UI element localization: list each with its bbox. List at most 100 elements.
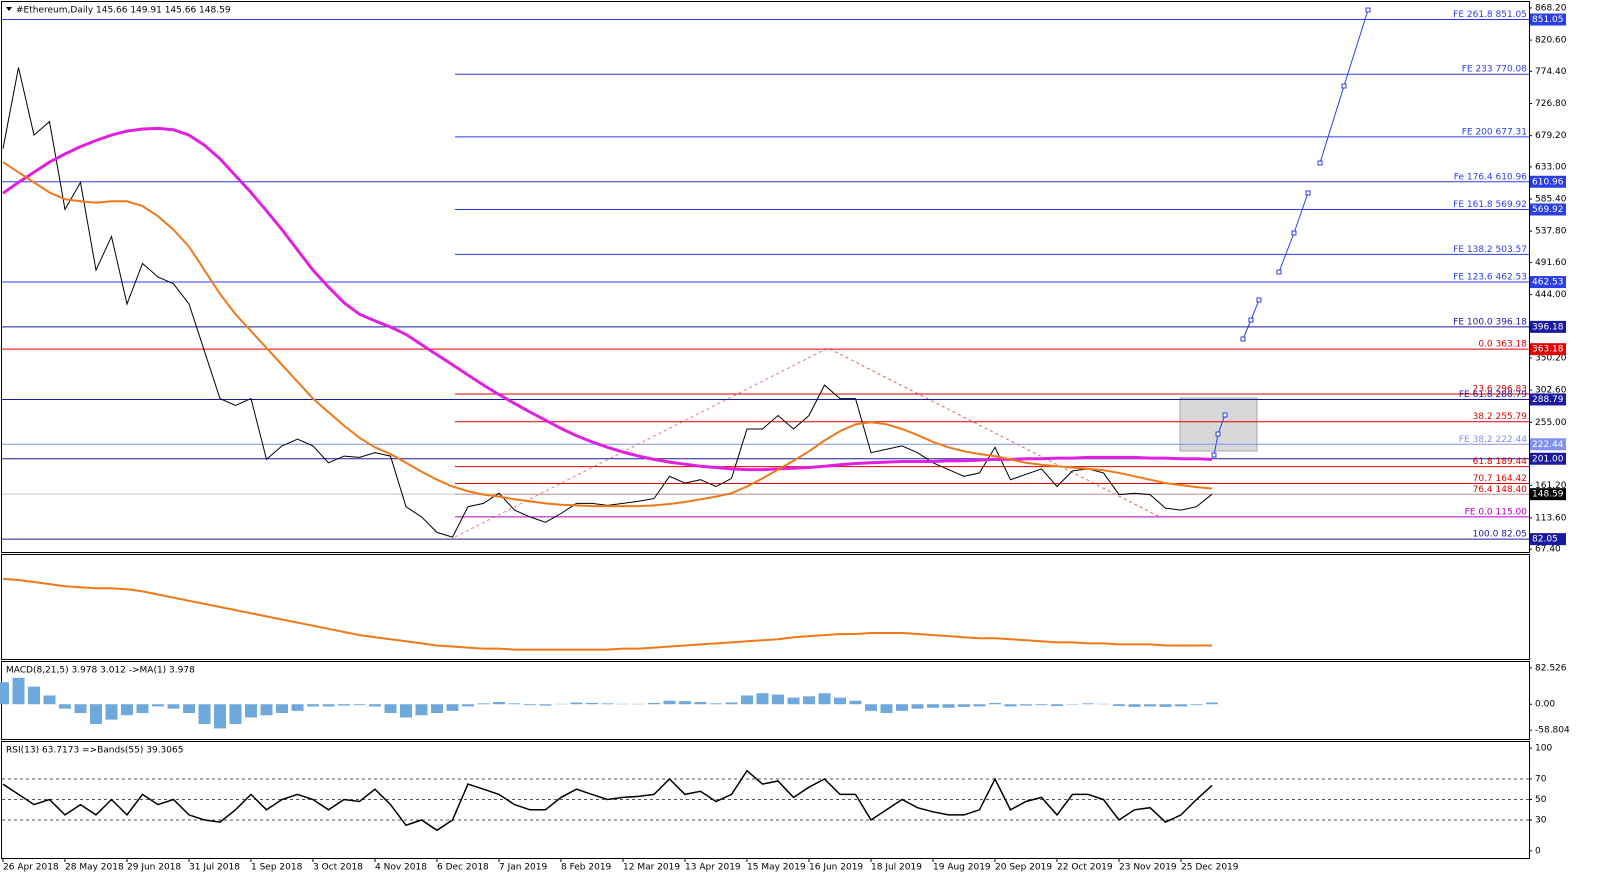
- macd-bar: [353, 704, 366, 706]
- price-tag-label: 363.18: [1532, 345, 1564, 355]
- y-tick-label: 67.40: [1535, 545, 1561, 555]
- x-tick-label: 8 Feb 2019: [561, 863, 612, 873]
- macd-bar: [338, 704, 350, 706]
- price-tag: [1530, 533, 1566, 546]
- macd-bar: [834, 697, 846, 705]
- level-label: 23.6 296.83: [1473, 385, 1527, 395]
- macd-bar: [524, 704, 536, 706]
- macd-bar: [152, 704, 164, 707]
- macd-bar: [927, 704, 939, 708]
- macd-bar: [601, 703, 614, 705]
- y-tick-label: 444.00: [1535, 290, 1567, 300]
- macd-bar: [12, 677, 25, 705]
- macd-bar: [694, 702, 707, 705]
- macd-bar: [198, 704, 211, 725]
- y-tick-label: 100: [1535, 744, 1552, 754]
- macd-bar: [446, 704, 459, 711]
- level-label: FE 200 677.31: [1462, 127, 1527, 137]
- y-tick-label: 70: [1535, 774, 1547, 784]
- level-label: 100.0 82.05: [1473, 530, 1527, 540]
- macd-bar: [1206, 702, 1218, 705]
- price-tag-label: 201.00: [1532, 454, 1564, 464]
- price-tag: [1530, 438, 1566, 451]
- x-tick-label: 20 Sep 2019: [995, 863, 1052, 873]
- macd-bar: [648, 702, 660, 705]
- macd-bar: [1035, 704, 1048, 706]
- chart-title: #Ethereum,Daily 145.66 149.91 145.66 148…: [16, 6, 231, 16]
- macd-bar: [493, 702, 505, 705]
- menu-triangle: [6, 7, 12, 11]
- price-tag: [1530, 393, 1566, 406]
- macd-bar: [1020, 704, 1032, 706]
- x-tick-label: 19 Aug 2019: [933, 863, 991, 873]
- y-tick-label: 255.00: [1535, 418, 1567, 428]
- indicator-panel: [1, 554, 1530, 660]
- price-tag-label: 610.96: [1532, 177, 1564, 187]
- macd-bar: [772, 694, 784, 705]
- price-tag-label: 288.79: [1532, 395, 1564, 405]
- macd-bar: [865, 704, 877, 711]
- y-tick-label: 491.60: [1535, 258, 1567, 268]
- y-tick-label: 161.20: [1535, 481, 1567, 491]
- macd-bar: [28, 686, 40, 705]
- x-tick-label: 31 Jul 2018: [189, 863, 240, 873]
- x-tick-label: 25 Dec 2019: [1181, 863, 1239, 873]
- macd-bar: [105, 704, 118, 720]
- y-tick-label: 350.20: [1535, 353, 1567, 363]
- macd-bar: [245, 704, 257, 718]
- x-tick-label: 7 Jan 2019: [499, 863, 547, 873]
- level-label: FE 233 770.08: [1462, 65, 1528, 75]
- price-tag-label: 569.92: [1532, 205, 1564, 215]
- macd-bar: [136, 704, 149, 714]
- price-tag: [1530, 203, 1566, 216]
- level-label: 70.7 164.42: [1473, 474, 1527, 484]
- price-tag-label: 396.18: [1532, 322, 1564, 332]
- macd-bar: [384, 704, 397, 714]
- macd-bar: [725, 702, 738, 705]
- price-tag-label: 462.53: [1532, 278, 1564, 288]
- x-tick-label: 12 Mar 2019: [623, 863, 680, 873]
- macd-bar: [59, 704, 71, 709]
- level-label: FE 61.8 288.79: [1459, 390, 1527, 400]
- y-tick-label: 113.60: [1535, 513, 1567, 523]
- macd-bar: [214, 704, 226, 729]
- level-label: FE 100.0 396.18: [1453, 317, 1527, 327]
- x-tick-label: 6 Dec 2018: [437, 863, 489, 873]
- rsi-panel: [1, 741, 1530, 859]
- price-tag: [1530, 175, 1566, 188]
- macd-bar: [756, 693, 769, 705]
- macd-bar: [1144, 704, 1156, 707]
- macd-bar: [849, 700, 862, 705]
- price-panel: [1, 1, 1530, 553]
- series-line: [2, 577, 1212, 651]
- macd-bar: [167, 704, 180, 709]
- x-tick-label: 23 Nov 2019: [1119, 863, 1177, 873]
- y-tick-label: 774.40: [1535, 67, 1567, 77]
- level-label: FE 0.0 115.00: [1465, 507, 1528, 517]
- macd-bar: [121, 704, 133, 716]
- price-tag-label: 148.59: [1532, 490, 1564, 500]
- macd-bar: [229, 704, 242, 725]
- macd-bar: [679, 701, 691, 705]
- macd-bar: [1004, 704, 1017, 707]
- macd-bar: [1190, 704, 1203, 706]
- macd-bar: [710, 703, 722, 705]
- macd-bar: [291, 704, 304, 711]
- macd-bar: [911, 704, 924, 709]
- y-tick-label: 585.40: [1535, 195, 1567, 205]
- macd-bar: [276, 704, 288, 714]
- macd-bar: [1113, 704, 1125, 706]
- macd-bar: [1159, 704, 1172, 707]
- price-tag: [1530, 343, 1566, 356]
- price-tag: [1530, 13, 1566, 26]
- y-tick-label: 0: [1535, 846, 1541, 856]
- price-tag: [1530, 276, 1566, 289]
- y-tick-label: 537.80: [1535, 227, 1567, 237]
- zigzag: [454, 347, 829, 538]
- x-tick-label: 28 May 2018: [65, 863, 124, 873]
- level-label: 0.0 363.18: [1478, 340, 1527, 350]
- macd-bar: [415, 704, 428, 716]
- macd-bar: [0, 682, 9, 705]
